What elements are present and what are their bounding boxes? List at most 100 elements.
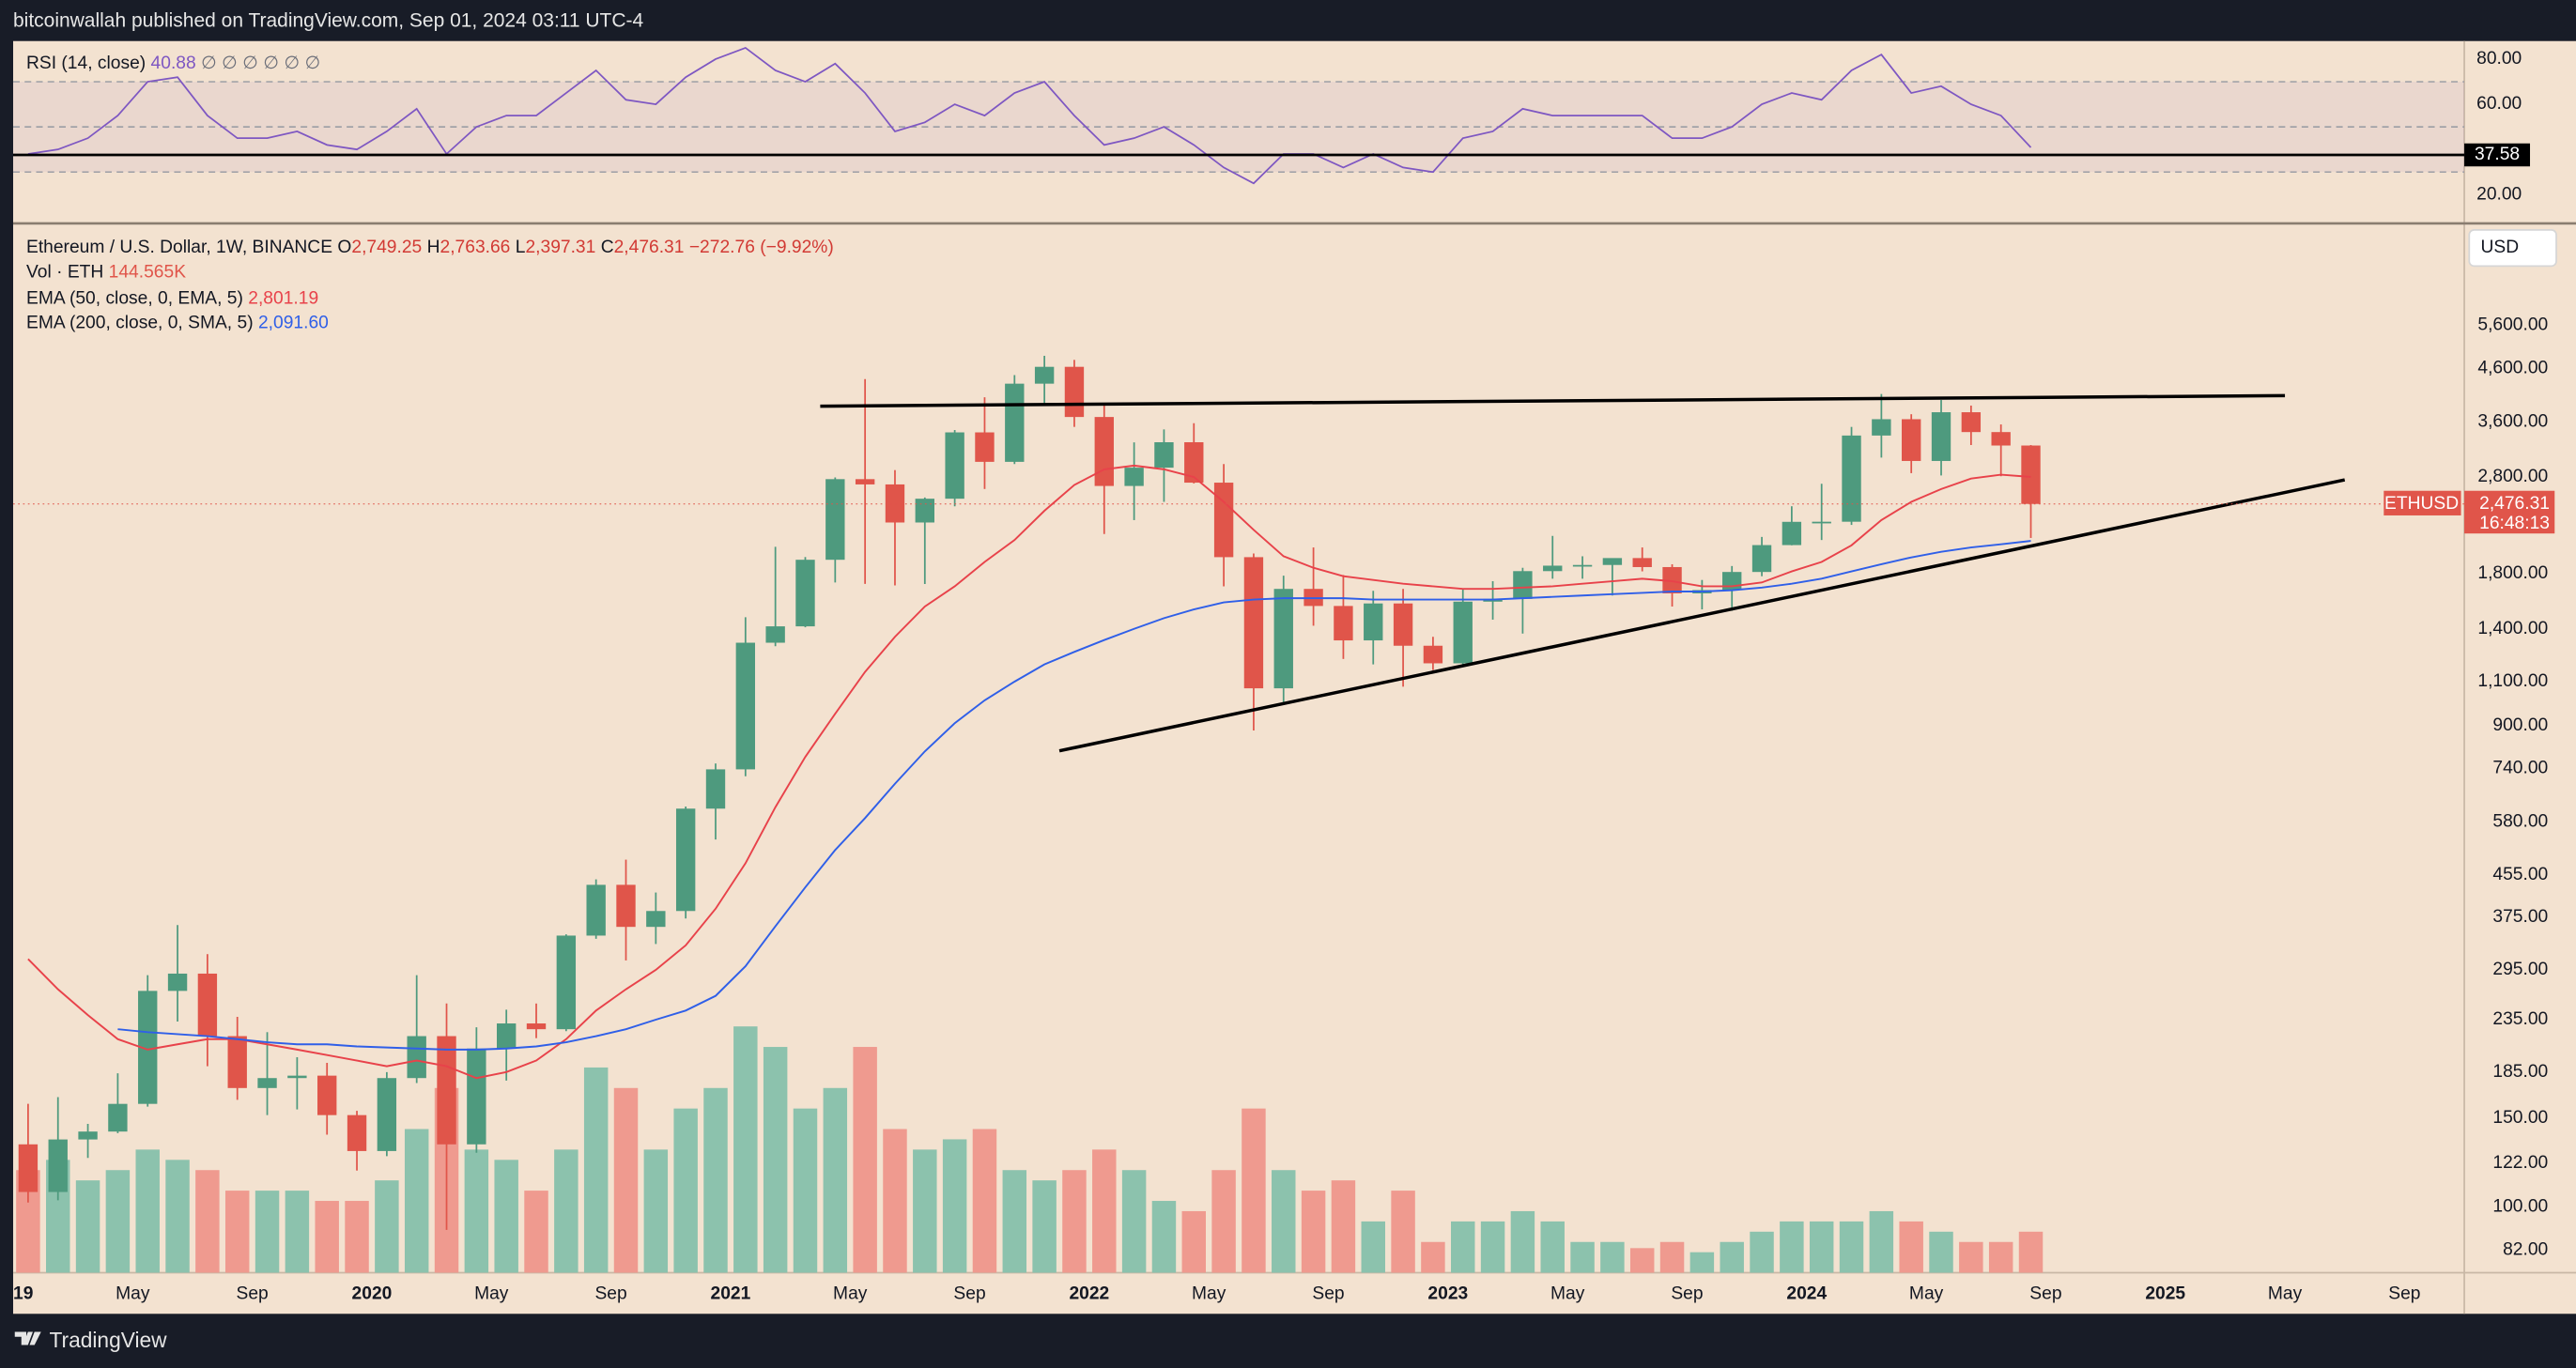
x-tick-label: May [1909, 1283, 1944, 1303]
x-tick-label: 2022 [1069, 1283, 1109, 1303]
volume-bar [1062, 1170, 1087, 1273]
ohlc-value: 2,397.31 [525, 238, 595, 257]
volume-bar [315, 1201, 339, 1273]
candle-body [735, 642, 756, 770]
legend-name: EMA (200, close, 0, SMA, 5) [26, 314, 254, 333]
candle-body [1453, 601, 1473, 664]
volume-bar [793, 1108, 818, 1273]
candle-body [287, 1075, 307, 1079]
candle-body [586, 884, 606, 936]
volume-bar [1151, 1201, 1177, 1273]
x-tick-label: Sep [2388, 1283, 2420, 1303]
volume-bar [494, 1160, 518, 1273]
candle-body [556, 935, 577, 1030]
volume-bar [763, 1047, 788, 1273]
candle-body [825, 479, 845, 561]
legend-entry: EMA (200, close, 0, SMA, 5) 2,091.60 [26, 314, 329, 333]
price-pane [12, 355, 2465, 1273]
volume-bar [1899, 1221, 1923, 1273]
candle-body [138, 991, 158, 1104]
candle-body [407, 1036, 426, 1079]
volume-bar [1929, 1231, 1953, 1273]
candle-body [467, 1048, 486, 1145]
y-tick-label: 122.00 [2492, 1153, 2548, 1173]
candle-body [2021, 445, 2041, 504]
volume-bar [1391, 1191, 1415, 1273]
change: −272.76 (−9.92%) [689, 238, 834, 257]
currency-label[interactable]: USD [2481, 238, 2520, 257]
candle-body [945, 432, 964, 500]
candle-body [1751, 545, 1772, 573]
rsi-flags: ∅ ∅ ∅ ∅ ∅ ∅ [201, 54, 320, 73]
candle-body [108, 1103, 128, 1132]
volume-bar [1421, 1241, 1445, 1273]
volume-bar [554, 1149, 578, 1273]
y-tick-label: 740.00 [2492, 759, 2548, 778]
legend-value: 2,091.60 [258, 314, 329, 333]
volume-bar [255, 1191, 280, 1273]
rsi-tick-label: 60.00 [2476, 94, 2522, 114]
x-tick-label: May [833, 1283, 868, 1303]
volume-bar [913, 1149, 937, 1273]
y-tick-label: 150.00 [2492, 1108, 2548, 1128]
candle-body [437, 1036, 456, 1145]
candle-body [1543, 565, 1563, 572]
x-tick-label: 2019 [0, 1283, 33, 1303]
volume-bar [1242, 1108, 1266, 1273]
x-tick-label: 2023 [1427, 1283, 1468, 1303]
volume-bar [1959, 1241, 1983, 1273]
candle-body [855, 479, 875, 484]
candle-body [317, 1075, 337, 1115]
x-tick-label: May [116, 1283, 150, 1303]
candle-body [1961, 412, 1982, 433]
legend-name: EMA (50, close, 0, EMA, 5) [26, 288, 243, 308]
level-label-box [2464, 143, 2531, 167]
x-tick-label: Sep [594, 1283, 626, 1303]
volume-bar [1032, 1180, 1057, 1273]
y-tick-label: 375.00 [2492, 907, 2548, 927]
volume-bar [1780, 1221, 1804, 1273]
candle-body [1632, 558, 1652, 567]
volume-bar [1002, 1170, 1027, 1273]
ohlc-key: L [516, 238, 526, 257]
ema-line [27, 464, 2031, 1080]
candle-body [1782, 521, 1802, 546]
volume-bar [2018, 1231, 2044, 1273]
ohlc-key: O [337, 238, 351, 257]
trendline [1058, 478, 2346, 753]
candle-body [1243, 557, 1264, 689]
candle-body [1213, 483, 1234, 558]
y-tick-label: 1,100.00 [2477, 671, 2548, 691]
x-tick-label: May [1550, 1283, 1585, 1303]
volume-bar [1988, 1241, 2013, 1273]
volume-bar [1839, 1221, 1864, 1273]
candle-body [1393, 603, 1413, 646]
candle-body [257, 1078, 277, 1088]
volume-bar [464, 1149, 489, 1273]
x-tick-label: May [1192, 1283, 1226, 1303]
x-tick-label: May [2268, 1283, 2303, 1303]
rsi-value: 40.88 [151, 54, 196, 73]
rsi-tick-label: 80.00 [2476, 49, 2522, 69]
volume-bar [613, 1087, 639, 1273]
currency-button[interactable] [2468, 228, 2557, 268]
logo-icon [14, 1331, 41, 1345]
candle-body [1572, 564, 1593, 567]
ohlc-value: 2,763.66 [440, 238, 511, 257]
volume-bar [1272, 1170, 1296, 1273]
volume-label: Vol · ETH [26, 262, 103, 282]
volume-bar [1600, 1241, 1625, 1273]
y-tick-label: 235.00 [2492, 1009, 2548, 1029]
candle-body [1273, 589, 1293, 689]
countdown-label: 16:48:13 [2479, 514, 2550, 533]
ohlc-key: C [601, 238, 614, 257]
volume-value: 144.565K [109, 262, 187, 282]
publisher-line: bitcoinwallah published on TradingView.c… [13, 9, 644, 31]
candle-body [197, 973, 218, 1037]
candle-body [1423, 645, 1443, 664]
candle-body [1513, 571, 1533, 599]
candle-body [1364, 603, 1383, 641]
candle-body [167, 973, 188, 991]
